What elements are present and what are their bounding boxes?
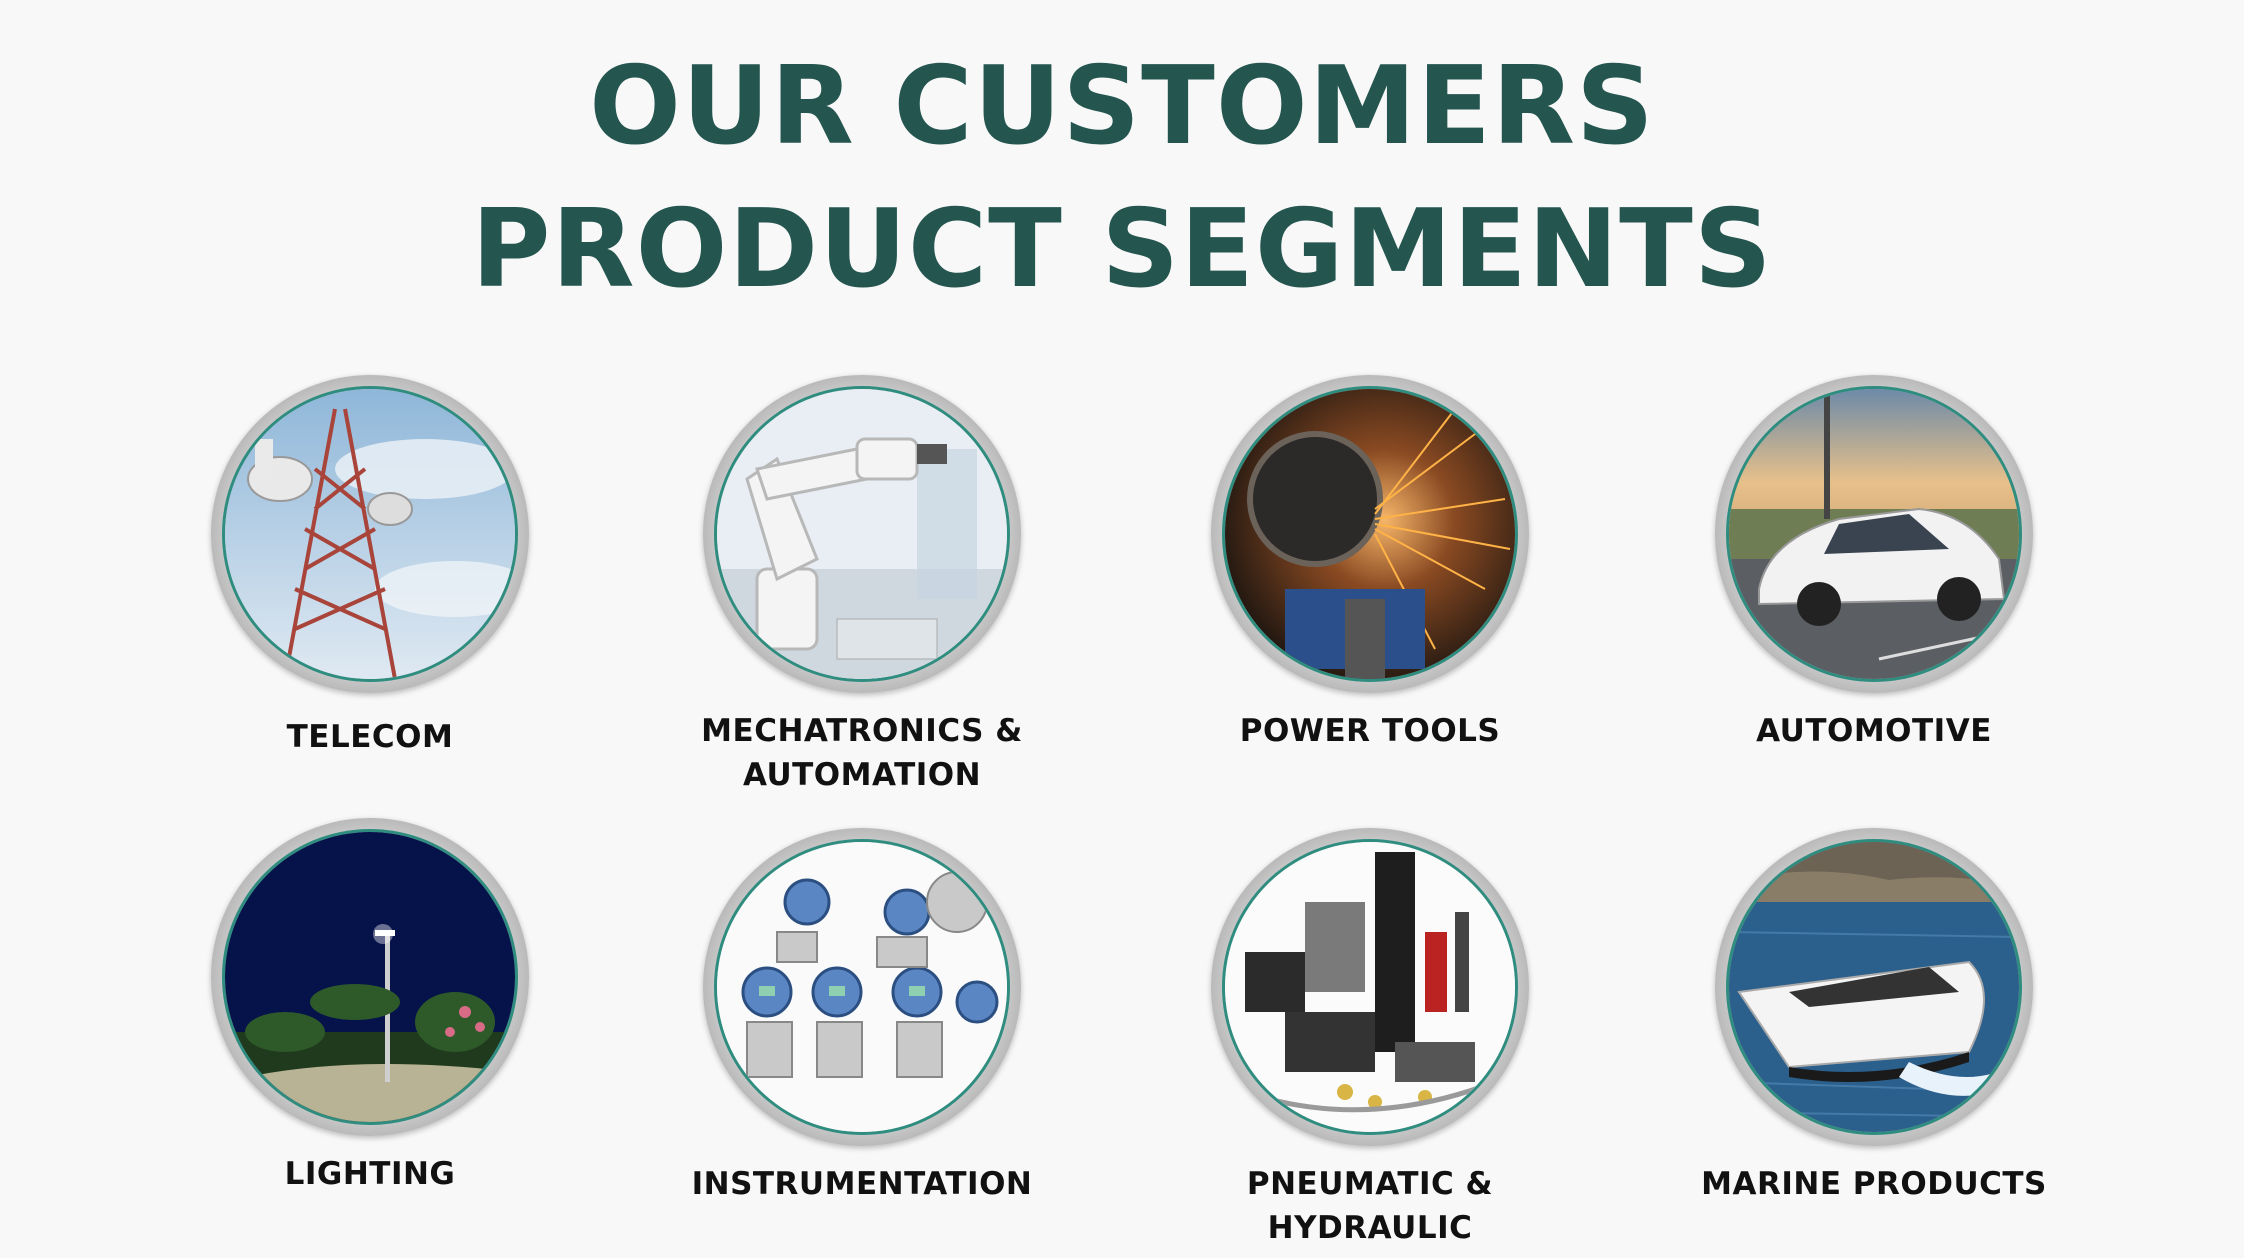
telecom-image-frame xyxy=(211,375,529,693)
instrumentation-image-frame xyxy=(703,828,1021,1146)
segment-label-marine: MARINE PRODUCTS xyxy=(1701,1166,2047,1202)
power-tools-image-frame xyxy=(1211,375,1529,693)
hydraulic-parts-photo xyxy=(1225,842,1515,1132)
segment-label-mechatronics: MECHATRONICS & AUTOMATION xyxy=(701,713,1023,793)
telecom-tower-photo xyxy=(225,389,515,679)
pneumatic-image-frame xyxy=(1211,828,1529,1146)
segment-label-pneumatic: PNEUMATIC & HYDRAULIC xyxy=(1246,1166,1494,1246)
segment-mechatronics-automation: MECHATRONICS & AUTOMATION xyxy=(602,375,1122,795)
car-photo xyxy=(1729,389,2019,679)
segment-power-tools: POWER TOOLS xyxy=(1110,375,1630,775)
segment-label-instrumentation: INSTRUMENTATION xyxy=(691,1166,1033,1202)
pressure-transmitter-photo xyxy=(717,842,1007,1132)
segment-label-automotive: AUTOMOTIVE xyxy=(1756,713,1992,749)
segment-label-telecom: TELECOM xyxy=(286,719,454,755)
marine-image-frame xyxy=(1715,828,2033,1146)
segment-telecom: TELECOM xyxy=(110,375,630,775)
street-lamp-photo xyxy=(225,832,515,1122)
segment-automotive: AUTOMOTIVE xyxy=(1614,375,2134,775)
motor-yacht-photo xyxy=(1729,842,2019,1132)
mechatronics-image-frame xyxy=(703,375,1021,693)
page-title-line-1: OUR CUSTOMERS xyxy=(589,44,1655,169)
segment-marine-products: MARINE PRODUCTS xyxy=(1614,828,2134,1228)
lighting-image-frame xyxy=(211,818,529,1136)
automotive-image-frame xyxy=(1715,375,2033,693)
segment-instrumentation: INSTRUMENTATION xyxy=(602,828,1122,1228)
segment-label-power-tools: POWER TOOLS xyxy=(1239,713,1501,749)
robot-arm-photo xyxy=(717,389,1007,679)
grinder-sparks-photo xyxy=(1225,389,1515,679)
segment-label-lighting: LIGHTING xyxy=(284,1156,456,1192)
segment-pneumatic-hydraulic: PNEUMATIC & HYDRAULIC xyxy=(1110,828,1630,1248)
segment-lighting: LIGHTING xyxy=(110,818,630,1218)
page-title-line-2: PRODUCT SEGMENTS xyxy=(471,187,1773,312)
